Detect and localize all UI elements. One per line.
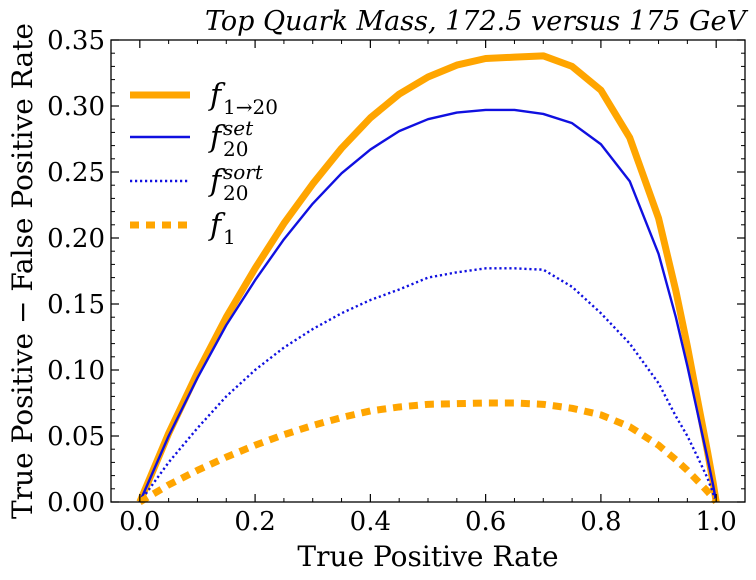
- x-tick-label: 0.8: [580, 507, 621, 537]
- x-tick-label: 0.4: [350, 507, 391, 537]
- x-tick-label: 0.6: [465, 507, 506, 537]
- y-tick-label: 0.15: [47, 290, 105, 320]
- x-tick-label: 0.2: [234, 507, 275, 537]
- y-tick-label: 0.35: [47, 26, 105, 56]
- series-line-2: [138, 267, 718, 503]
- series-line-0: [136, 52, 720, 504]
- series-line-1: [138, 108, 718, 503]
- legend-label-0: f1→20: [208, 78, 278, 119]
- legend-label-3: f1: [208, 208, 236, 249]
- y-tick-label: 0.30: [47, 92, 105, 122]
- y-tick-label: 0.00: [47, 488, 105, 518]
- y-tick-label: 0.20: [47, 224, 105, 254]
- y-axis-label: True Positive − False Positive Rate: [6, 23, 39, 519]
- x-tick-label: 1.0: [696, 507, 737, 537]
- y-tick-label: 0.05: [47, 422, 105, 452]
- legend-label-1: fset 20: [208, 116, 254, 161]
- x-axis-label: True Positive Rate: [297, 540, 558, 573]
- y-tick-label: 0.25: [47, 158, 105, 188]
- plot-area: 0.0 0.2 0.4 0.6 0.8 1.0 0.00 0.05 0.10 0.15 0.20 0.…: [47, 26, 746, 537]
- y-tick-label: 0.10: [47, 356, 105, 386]
- chart-title: Top Quark Mass, 172.5 versus 175 GeV: [205, 6, 748, 37]
- series-line-3: [138, 399, 720, 506]
- x-tick-label: 0.0: [119, 507, 160, 537]
- axes-frame: [110, 39, 746, 503]
- legend-label-2: fsort 20: [208, 160, 264, 205]
